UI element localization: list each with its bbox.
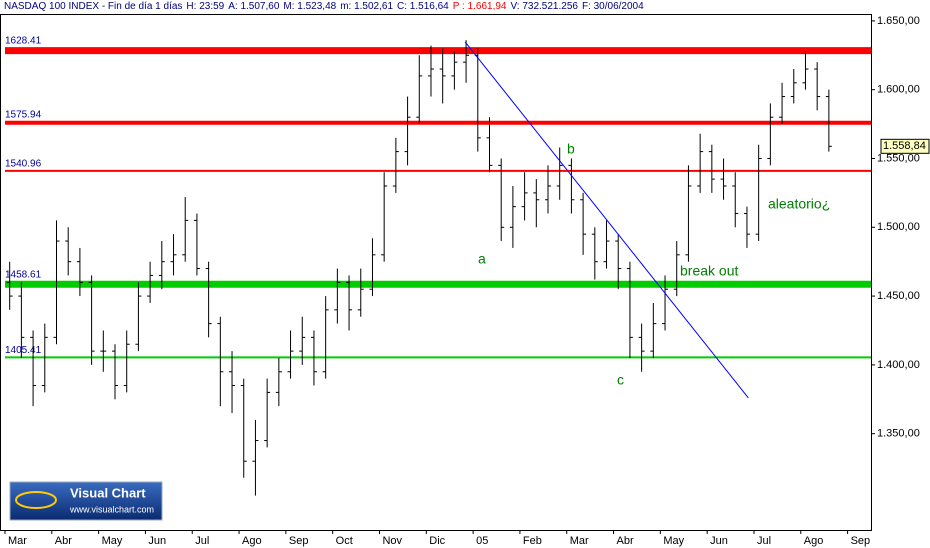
annotation: break out	[680, 263, 738, 279]
annotation: c	[617, 372, 624, 388]
header-field: F: 30/06/2004	[581, 1, 644, 12]
header-field: C: 1.516,64	[397, 1, 449, 12]
trendline	[464, 41, 749, 399]
last-price-label: 1.558,84	[883, 140, 926, 152]
level-label: 1458.61	[5, 269, 42, 280]
header-field: NASDAQ 100 INDEX - Fin de día 1 días	[4, 1, 183, 12]
x-tick-label: Mar	[570, 535, 589, 547]
last-price-box	[880, 138, 930, 154]
x-tick-label: Oct	[336, 535, 353, 547]
level-label: 1575.94	[5, 109, 42, 120]
annotation: b	[567, 141, 575, 157]
plot-frame	[0, 14, 872, 531]
logo-icon	[15, 491, 57, 509]
x-tick-label: Ago	[242, 535, 262, 547]
x-tick-label: Nov	[382, 535, 402, 547]
x-tick-label: Feb	[523, 535, 542, 547]
header-field: M: 1.523,48	[283, 1, 337, 12]
header: NASDAQ 100 INDEX - Fin de día 1 días H: 2…	[4, 1, 648, 12]
header-field: m: 1.502,61	[340, 1, 394, 12]
header-field: A: 1.507,60	[228, 1, 280, 12]
logo: Visual Chart www.visualchart.com	[9, 481, 163, 521]
x-tick-label: May	[663, 535, 684, 547]
level-label: 1405.41	[5, 345, 42, 356]
y-tick-label: 1.350,00	[877, 428, 920, 440]
y-tick-label: 1.500,00	[877, 221, 920, 233]
y-tick-label: 1.450,00	[877, 290, 920, 302]
y-tick-label: 1.400,00	[877, 359, 920, 371]
x-tick-label: Sep	[289, 535, 309, 547]
x-tick-label: Abr	[55, 535, 72, 547]
x-tick-label: Jul	[757, 535, 771, 547]
annotation: a	[478, 251, 486, 267]
x-tick-label: Jul	[195, 535, 209, 547]
x-tick-label: Sep	[851, 535, 871, 547]
x-tick-label: Jun	[710, 535, 728, 547]
x-tick-label: Mar	[8, 535, 27, 547]
y-tick-label: 1.550,00	[877, 152, 920, 164]
level-label: 1540.96	[5, 159, 42, 170]
x-tick-label: Jun	[148, 535, 166, 547]
logo-title: Visual Chart	[70, 485, 146, 500]
header-field: H: 23:59	[186, 1, 225, 12]
y-tick-label: 1.650,00	[877, 15, 920, 27]
x-tick-label: Abr	[617, 535, 634, 547]
logo-box	[9, 481, 163, 521]
logo-url: www.visualchart.com	[69, 504, 154, 514]
header-field: V: 732.521.256	[510, 1, 578, 12]
annotation: aleatorio¿	[768, 196, 830, 212]
header-field: P : 1.661,94	[452, 1, 507, 12]
x-tick-label: May	[102, 535, 123, 547]
x-tick-label: Dic	[429, 535, 445, 547]
x-tick-label: 05	[476, 535, 488, 547]
y-tick-label: 1.600,00	[877, 84, 920, 96]
level-label: 1628.41	[5, 36, 42, 47]
x-tick-label: Ago	[804, 535, 824, 547]
